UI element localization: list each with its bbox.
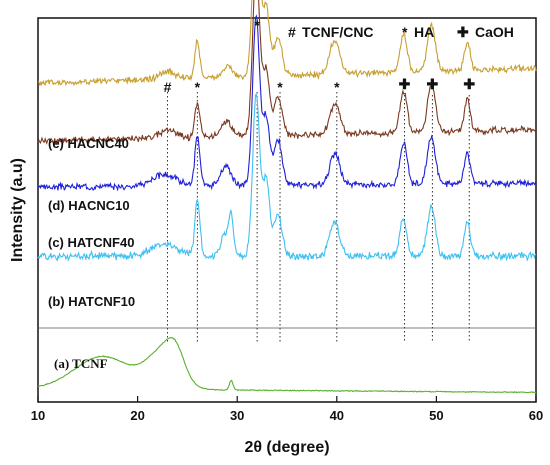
x-tick-label: 30 xyxy=(230,408,244,423)
series-label: (a) TCNF xyxy=(54,356,108,371)
x-axis-ticks: 10 20 30 40 50 60 xyxy=(31,396,543,423)
series-line xyxy=(37,14,537,192)
x-tick-label: 10 xyxy=(31,408,45,423)
peak-marker-symbol: ✚ xyxy=(399,76,411,92)
peak-marker-symbols: # * * * * ✚ ✚ ✚ xyxy=(164,17,476,95)
peak-marker-symbol: ✚ xyxy=(463,76,475,92)
series-line xyxy=(37,93,537,262)
x-tick-label: 40 xyxy=(330,408,344,423)
legend-symbol-tcnf: # xyxy=(288,24,296,40)
series-lines xyxy=(37,0,537,394)
series-line xyxy=(37,0,537,146)
peak-marker-symbol: # xyxy=(164,79,172,95)
plot-frame xyxy=(37,17,537,403)
peak-marker-symbol: * xyxy=(254,17,260,33)
y-axis-title: Intensity (a.u) xyxy=(9,158,26,262)
legend-label-tcnf: TCNF/CNC xyxy=(302,24,374,40)
series-line xyxy=(37,0,537,87)
series-labels: (e) HACNC40 (d) HACNC10 (c) HATCNF40 (b) HA… xyxy=(48,136,135,371)
x-tick-label: 50 xyxy=(429,408,443,423)
x-tick-label: 20 xyxy=(130,408,144,423)
legend-symbol-caoh: ✚ xyxy=(457,24,469,40)
series-label: (b) HATCNF10 xyxy=(48,294,135,309)
peak-marker-symbol: * xyxy=(334,79,340,95)
series-line xyxy=(37,336,537,394)
peak-marker-symbol: * xyxy=(195,79,201,95)
peak-marker-lines xyxy=(166,92,470,342)
series-label: (e) HACNC40 xyxy=(48,136,129,151)
peak-marker-symbol: * xyxy=(277,79,283,95)
series-label: (c) HATCNF40 xyxy=(48,235,134,250)
legend-label-caoh: CaOH xyxy=(475,24,514,40)
legend: # TCNF/CNC * HA ✚ CaOH xyxy=(288,24,514,40)
peak-marker-symbol: ✚ xyxy=(427,76,439,92)
x-axis-title: 2θ (degree) xyxy=(244,439,329,456)
legend-symbol-ha: * xyxy=(402,24,408,40)
series-label: (d) HACNC10 xyxy=(48,198,130,213)
x-tick-label: 60 xyxy=(529,408,543,423)
legend-label-ha: HA xyxy=(414,24,434,40)
